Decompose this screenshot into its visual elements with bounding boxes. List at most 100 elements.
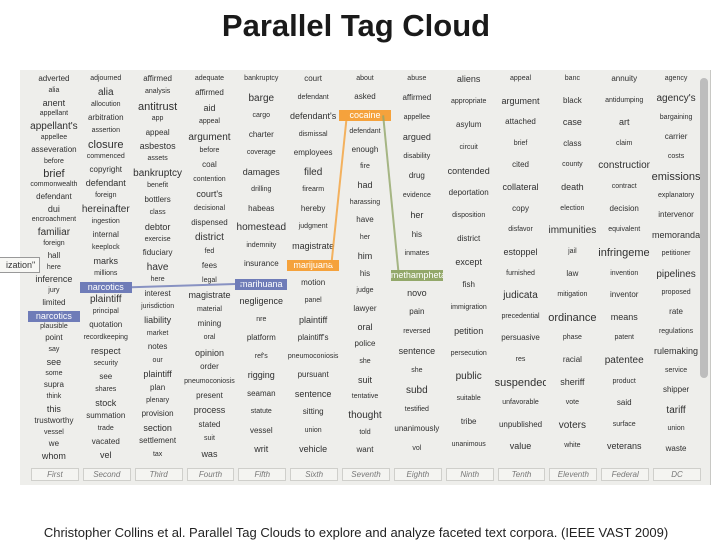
- tag-word[interactable]: want: [356, 445, 374, 455]
- tag-word[interactable]: contended: [447, 165, 490, 176]
- tag-word[interactable]: black: [563, 95, 582, 105]
- tag-word[interactable]: motion: [301, 277, 326, 287]
- tag-word[interactable]: statute: [250, 408, 272, 416]
- tag-word[interactable]: vacated: [91, 437, 120, 447]
- tag-word[interactable]: charter: [248, 129, 274, 139]
- tag-word[interactable]: jury: [48, 287, 60, 295]
- tag-word[interactable]: shipper: [662, 385, 690, 395]
- tag-word[interactable]: aid: [203, 102, 216, 113]
- tag-word[interactable]: affirmed: [143, 74, 172, 83]
- tag-word[interactable]: plan: [150, 382, 166, 392]
- tag-word[interactable]: defendant: [349, 128, 381, 136]
- tag-word[interactable]: furnished: [506, 269, 535, 277]
- tag-word[interactable]: banc: [564, 75, 580, 82]
- tag-word[interactable]: barge: [248, 92, 275, 104]
- tag-word[interactable]: jurisdiction: [141, 303, 175, 311]
- tag-word[interactable]: coal: [202, 160, 217, 170]
- tag-word[interactable]: narcotics: [28, 310, 80, 322]
- tag-word[interactable]: assertion: [91, 126, 120, 134]
- tag-word[interactable]: dismissal: [298, 130, 328, 138]
- tag-word[interactable]: brief: [513, 139, 528, 147]
- tag-word[interactable]: deportation: [448, 188, 489, 198]
- tag-word[interactable]: means: [610, 311, 638, 322]
- tag-word[interactable]: some: [45, 369, 63, 377]
- tag-word[interactable]: mining: [197, 318, 222, 328]
- tag-word[interactable]: ingestion: [91, 217, 120, 225]
- tag-word[interactable]: commonwealth: [30, 181, 78, 189]
- tag-word[interactable]: invention: [610, 269, 639, 277]
- tag-word[interactable]: we: [48, 439, 60, 449]
- tag-word[interactable]: appeal: [145, 127, 170, 137]
- tag-word[interactable]: think: [46, 393, 62, 401]
- tag-word[interactable]: except: [455, 257, 482, 268]
- tag-word[interactable]: our: [152, 356, 163, 364]
- tag-word[interactable]: immunities: [548, 225, 597, 237]
- tag-word[interactable]: allocution: [90, 100, 121, 108]
- tag-word[interactable]: insurance: [243, 259, 279, 269]
- tag-word[interactable]: antitrust: [138, 100, 178, 113]
- tag-word[interactable]: disposition: [452, 212, 486, 220]
- tag-word[interactable]: cited: [512, 160, 529, 170]
- tag-word[interactable]: trade: [97, 425, 114, 433]
- tag-word[interactable]: her: [359, 234, 371, 242]
- tag-word[interactable]: jail: [568, 247, 577, 255]
- tag-word[interactable]: appellee: [40, 133, 68, 141]
- tag-word[interactable]: persecution: [450, 349, 487, 357]
- tag-word[interactable]: familiar: [37, 227, 71, 239]
- tag-word[interactable]: vessel: [249, 425, 273, 435]
- tag-word[interactable]: section: [143, 422, 172, 433]
- tag-word[interactable]: decision: [609, 203, 639, 213]
- tag-word[interactable]: appeal: [198, 118, 220, 126]
- tag-word[interactable]: principal: [92, 308, 119, 316]
- tag-word[interactable]: rate: [669, 307, 683, 317]
- tag-word[interactable]: plenary: [146, 396, 170, 404]
- tag-word[interactable]: inventor: [609, 290, 639, 300]
- tag-word[interactable]: bottlers: [144, 194, 171, 204]
- tag-word[interactable]: stock: [95, 398, 117, 409]
- tag-word[interactable]: filed: [303, 166, 323, 178]
- tag-word[interactable]: contract: [611, 183, 637, 191]
- tag-word[interactable]: firearm: [302, 186, 325, 194]
- tag-word[interactable]: ref's: [254, 352, 268, 360]
- tag-word[interactable]: emissions: [651, 171, 701, 184]
- tag-word[interactable]: plaintiff: [298, 314, 328, 325]
- tag-word[interactable]: defendant: [85, 177, 126, 188]
- tag-word[interactable]: pain: [409, 307, 425, 317]
- tag-word[interactable]: sentence: [294, 388, 332, 399]
- tag-word[interactable]: carrier: [664, 132, 688, 142]
- tag-word[interactable]: said: [616, 398, 632, 408]
- tag-word[interactable]: suitable: [456, 395, 481, 403]
- tag-word[interactable]: appellant: [39, 110, 69, 118]
- tag-word[interactable]: employees: [293, 148, 333, 158]
- tag-word[interactable]: her: [410, 210, 424, 221]
- tag-word[interactable]: pipelines: [656, 268, 696, 280]
- tag-word[interactable]: process: [193, 405, 226, 416]
- tag-word[interactable]: negligence: [239, 296, 284, 307]
- tag-word[interactable]: defendant: [36, 191, 72, 201]
- tag-word[interactable]: patentee: [604, 354, 644, 366]
- tag-word[interactable]: inmates: [404, 250, 430, 258]
- tag-word[interactable]: agency: [664, 75, 688, 82]
- tag-word[interactable]: cocaine: [339, 110, 391, 122]
- tag-word[interactable]: decisional: [193, 204, 226, 212]
- tag-word[interactable]: trustworthy: [34, 415, 74, 425]
- tag-word[interactable]: app: [151, 115, 164, 123]
- tag-word[interactable]: inference: [35, 274, 73, 285]
- tag-word[interactable]: internal: [92, 229, 119, 239]
- tag-word[interactable]: fiduciary: [142, 248, 173, 258]
- tag-word[interactable]: judgment: [298, 223, 328, 231]
- tag-word[interactable]: claim: [616, 139, 633, 147]
- tag-word[interactable]: construction: [598, 160, 651, 172]
- tag-word[interactable]: memoranda: [652, 229, 701, 240]
- tag-word[interactable]: unanimously: [394, 424, 440, 434]
- tag-word[interactable]: stated: [198, 419, 221, 429]
- tag-word[interactable]: asked: [354, 91, 376, 101]
- tag-word[interactable]: appropriate: [450, 97, 487, 105]
- tag-word[interactable]: adverted: [38, 74, 70, 83]
- tag-word[interactable]: affirmed: [402, 93, 432, 103]
- tag-word[interactable]: him: [357, 250, 373, 261]
- tag-word[interactable]: court's: [196, 189, 223, 200]
- tag-word[interactable]: homestead: [236, 222, 287, 234]
- tag-word[interactable]: racial: [562, 354, 582, 364]
- tag-word[interactable]: vehicle: [299, 444, 328, 455]
